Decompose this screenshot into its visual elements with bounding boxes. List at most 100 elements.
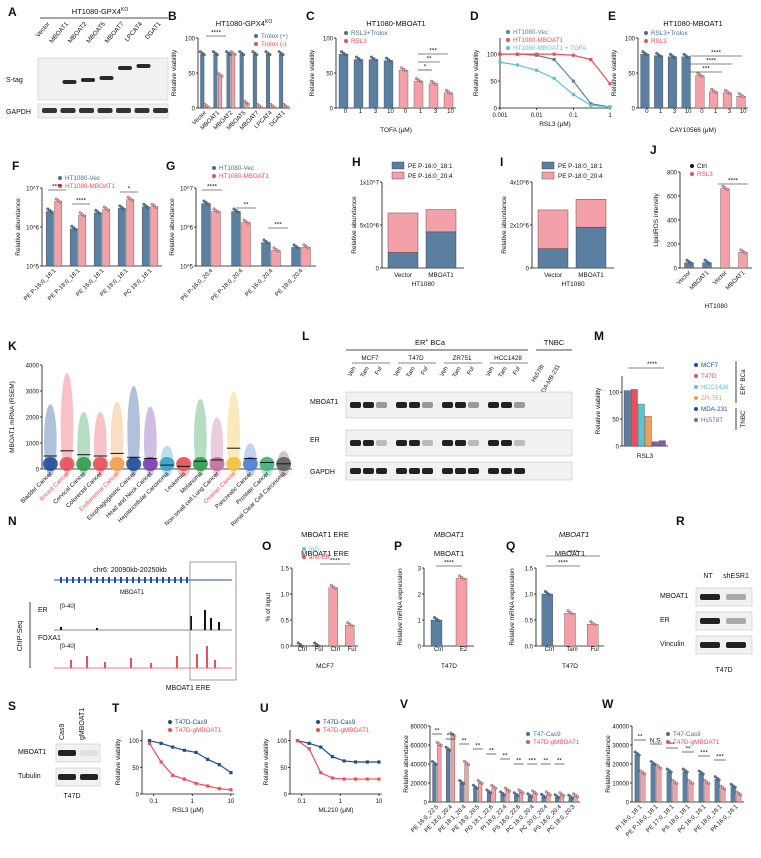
legend-marker [168, 728, 172, 732]
blot-band [116, 108, 131, 113]
chip-peak [70, 660, 72, 668]
significance-label: ** [243, 202, 249, 209]
y-tick-label: 1.0 [281, 593, 290, 599]
data-point [655, 51, 659, 55]
data-point [721, 184, 725, 188]
series-line [148, 743, 231, 791]
data-point [713, 775, 717, 779]
exon [162, 577, 164, 583]
y-tick-label: 4x10^6 [510, 181, 530, 187]
panel-title: MBOAT1 ERE [301, 549, 349, 558]
chip-peak [190, 616, 192, 630]
group-label: HT1080 [561, 281, 585, 288]
group-label: HT1080 [411, 281, 435, 288]
data-point [240, 51, 244, 55]
group-label: T47D [63, 793, 80, 800]
blot-band [700, 642, 720, 648]
data-point [698, 73, 702, 77]
data-point [697, 769, 701, 773]
y-tick-label: 50 [132, 766, 139, 772]
legend-marker [690, 164, 694, 168]
scatter-dense [109, 457, 125, 471]
group-label: MCF7 [316, 663, 334, 670]
exon [174, 577, 176, 583]
panel-title: MBOAT1 [434, 530, 464, 539]
data-point [608, 82, 612, 86]
data-point [94, 208, 98, 212]
series-line [499, 61, 611, 108]
legend-label: T47-Cas9 [673, 731, 701, 738]
row-label: MBOAT1 [660, 593, 688, 600]
x-tick-label: Vector [712, 270, 728, 286]
panel-O: O MBOAT1 ERE 0.0 0.5 1.0 1.5 % of input Ctrl Ful… [262, 539, 358, 670]
y-axis-label: Relative viability [595, 387, 602, 434]
data-point [462, 577, 465, 581]
data-point [553, 793, 557, 797]
blot-band [501, 440, 512, 446]
scatter-dense [92, 457, 108, 471]
data-point [246, 221, 250, 225]
data-point [365, 777, 369, 781]
data-point [206, 784, 210, 788]
panel-title: HT1080-GPX4KO [216, 19, 273, 28]
data-point [503, 786, 507, 790]
bar [695, 75, 705, 109]
bar [437, 744, 442, 803]
data-point [282, 102, 286, 106]
chip-peak [204, 610, 206, 630]
y-tick-label: 10^7 [180, 187, 193, 193]
data-point [739, 93, 743, 97]
bar [666, 771, 672, 803]
legend-marker [644, 39, 648, 43]
exon [168, 577, 170, 583]
panel-letter: G [166, 159, 175, 173]
bar [368, 59, 379, 109]
bar [714, 779, 720, 803]
track-label: ER [38, 607, 48, 614]
data-point [675, 782, 679, 785]
data-point [342, 759, 346, 763]
bar [93, 212, 102, 267]
data-point [689, 780, 693, 784]
data-point [296, 246, 300, 250]
title-superscript: KO [121, 7, 128, 13]
data-point [171, 745, 175, 749]
data-point [80, 212, 84, 216]
y-axis-label: Relative abundance [169, 198, 176, 256]
data-point [238, 50, 242, 54]
data-point [485, 788, 489, 792]
data-point [207, 105, 211, 109]
significance-label: ** [637, 734, 643, 741]
data-point [710, 87, 714, 91]
bar [658, 440, 666, 447]
data-point [150, 202, 154, 206]
y-tick-label: 0 [136, 793, 140, 799]
data-point [206, 202, 210, 206]
data-point [284, 104, 288, 108]
data-point [300, 644, 304, 648]
cell-line-label: ZR751 [453, 355, 472, 362]
data-point [526, 792, 530, 796]
bar [150, 206, 159, 267]
x-tick-label: PE P-18:0_20:4 [210, 268, 245, 303]
panel-letter: O [262, 539, 271, 553]
bar [473, 787, 478, 803]
data-point [147, 741, 152, 745]
data-point [232, 207, 236, 211]
data-point [608, 105, 612, 109]
data-point [154, 205, 158, 209]
panel-letter: V [400, 697, 408, 711]
panel-letter: I [500, 155, 503, 169]
data-point [202, 199, 206, 203]
legend-label: PE P-16:0_18:1 [408, 163, 453, 170]
blot-band [468, 440, 479, 446]
blot-band [514, 468, 525, 474]
legend-marker [58, 184, 62, 188]
data-point [641, 771, 645, 774]
data-point [643, 51, 647, 55]
data-point [152, 204, 156, 208]
stacked-bar [425, 231, 457, 269]
header-er: ER+ BCa [415, 338, 446, 347]
significance-label: ** [502, 753, 508, 760]
